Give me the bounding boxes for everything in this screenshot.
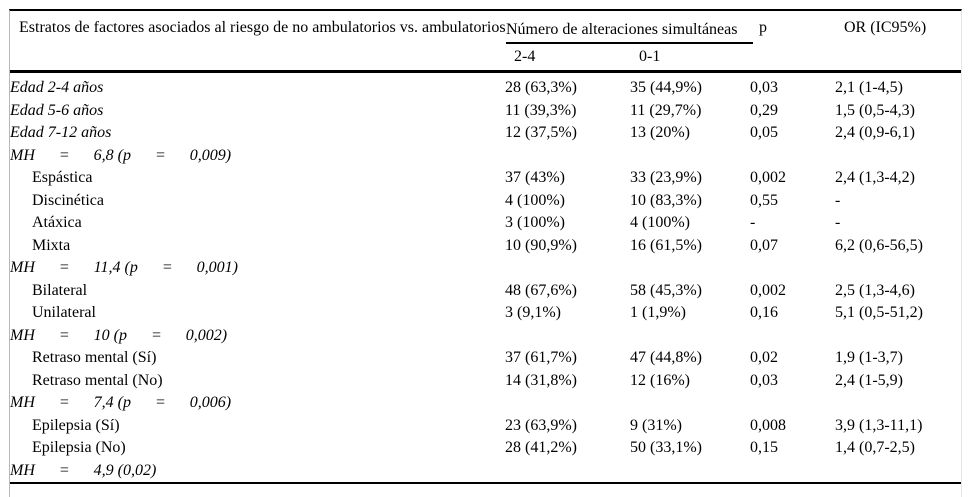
table-row-espastica: Espástica 37 (43%) 33 (23,9%) 0,002 2,4 … (10, 167, 961, 190)
sub-col-header-0-1: 0-1 (639, 48, 661, 65)
table-row-mh-lateralidad: MH = 10 (p = 0,002) (10, 325, 961, 348)
mh-statistic: MH = 10 (p = 0,002) (10, 326, 228, 344)
cell-2-4: 28 (63,3%) (505, 79, 577, 97)
cell-or: 2,4 (1-5,9) (835, 371, 903, 389)
cell-0-1: 12 (16%) (630, 371, 690, 389)
cell-p: 0,55 (750, 191, 778, 209)
table-header: Estratos de factores asociados al riesgo… (10, 11, 961, 73)
cell-2-4: 23 (63,9%) (505, 416, 577, 434)
cell-2-4: 3 (100%) (505, 214, 565, 232)
table-row-mixta: Mixta 10 (90,9%) 16 (61,5%) 0,07 6,2 (0,… (10, 235, 961, 258)
cell-p: 0,07 (750, 236, 778, 254)
cell-or: 2,4 (1,3-4,2) (835, 169, 915, 187)
cell-2-4: 3 (9,1%) (505, 304, 561, 322)
cell-p: 0,008 (750, 416, 786, 434)
cell-0-1: 11 (29,7%) (630, 101, 702, 119)
row-label: Discinética (32, 191, 104, 209)
cell-or: 2,1 (1-4,5) (835, 79, 903, 97)
row-label: Espástica (32, 169, 93, 187)
cell-0-1: 58 (45,3%) (630, 281, 702, 299)
cell-2-4: 37 (43%) (505, 169, 565, 187)
table-row-edad-2-4: Edad 2-4 años 28 (63,3%) 35 (44,9%) 0,03… (10, 77, 961, 100)
row-label: Retraso mental (No) (32, 371, 163, 389)
table-row-bilateral: Bilateral 48 (67,6%) 58 (45,3%) 0,002 2,… (10, 280, 961, 303)
cell-or: 1,9 (1-3,7) (835, 349, 903, 367)
table-row-mh-retraso: MH = 7,4 (p = 0,006) (10, 392, 961, 415)
row-label: Edad 7-12 años (10, 124, 112, 142)
col-group-header-alteraciones: Número de alteraciones simultáneas (506, 21, 753, 44)
cell-p: 0,03 (750, 79, 778, 97)
cell-0-1: 1 (1,9%) (630, 304, 686, 322)
cell-0-1: 13 (20%) (630, 124, 690, 142)
table-row-epilepsia-no: Epilepsia (No) 28 (41,2%) 50 (33,1%) 0,1… (10, 437, 961, 460)
table-row-epilepsia-si: Epilepsia (Sí) 23 (63,9%) 9 (31%) 0,008 … (10, 415, 961, 438)
table-body: Edad 2-4 años 28 (63,3%) 35 (44,9%) 0,03… (10, 73, 961, 484)
table-row-mh-tipo: MH = 11,4 (p = 0,001) (10, 257, 961, 280)
row-label: Mixta (32, 236, 71, 254)
col-header-or-ic95: OR (IC95%) (844, 18, 927, 36)
cell-p: 0,16 (750, 304, 778, 322)
cell-p: - (750, 214, 756, 232)
table-row-edad-5-6: Edad 5-6 años 11 (39,3%) 11 (29,7%) 0,29… (10, 100, 961, 123)
cell-or: - (835, 214, 841, 232)
col-header-stratos: Estratos de factores asociados al riesgo… (19, 18, 506, 36)
sub-col-header-2-4: 2-4 (514, 48, 536, 65)
table-row-mh-edad: MH = 6,8 (p = 0,009) (10, 145, 961, 168)
cell-0-1: 50 (33,1%) (630, 439, 702, 457)
cell-p: 0,002 (750, 281, 786, 299)
row-label: Unilateral (32, 304, 96, 322)
cell-p: 0,03 (750, 371, 778, 389)
row-label: Retraso mental (Sí) (32, 349, 157, 367)
row-label: Atáxica (32, 214, 82, 232)
col-header-p: p (759, 18, 767, 36)
cell-or: - (835, 191, 841, 209)
cell-0-1: 16 (61,5%) (630, 236, 702, 254)
statistics-table: Estratos de factores asociados al riesgo… (9, 9, 962, 497)
cell-p: 0,002 (750, 169, 786, 187)
cell-2-4: 14 (31,8%) (505, 371, 577, 389)
cell-or: 2,5 (1,3-4,6) (835, 281, 915, 299)
table-row-ataxica: Atáxica 3 (100%) 4 (100%) - - (10, 212, 961, 235)
table-row-mh-epilepsia: MH = 4,9 (0,02) (10, 460, 961, 483)
cell-2-4: 10 (90,9%) (505, 236, 577, 254)
table-row-retraso-si: Retraso mental (Sí) 37 (61,7%) 47 (44,8%… (10, 347, 961, 370)
table-row-retraso-no: Retraso mental (No) 14 (31,8%) 12 (16%) … (10, 370, 961, 393)
cell-or: 1,5 (0,5-4,3) (835, 101, 915, 119)
cell-p: 0,02 (750, 349, 778, 367)
cell-0-1: 10 (83,3%) (630, 191, 702, 209)
row-label: Bilateral (32, 281, 88, 299)
mh-statistic: MH = 6,8 (p = 0,009) (10, 146, 232, 164)
row-label: Epilepsia (Sí) (32, 416, 120, 434)
row-label: Edad 2-4 años (10, 79, 104, 97)
cell-2-4: 28 (41,2%) (505, 439, 577, 457)
mh-statistic: MH = 11,4 (p = 0,001) (10, 259, 238, 277)
cell-0-1: 4 (100%) (630, 214, 690, 232)
cell-or: 3,9 (1,3-11,1) (835, 416, 923, 434)
cell-2-4: 37 (61,7%) (505, 349, 577, 367)
cell-or: 1,4 (0,7-2,5) (835, 439, 915, 457)
cell-p: 0,29 (750, 101, 778, 119)
cell-0-1: 33 (23,9%) (630, 169, 702, 187)
table-row-unilateral: Unilateral 3 (9,1%) 1 (1,9%) 0,16 5,1 (0… (10, 302, 961, 325)
mh-statistic: MH = 7,4 (p = 0,006) (10, 394, 232, 412)
cell-p: 0,15 (750, 439, 778, 457)
cell-0-1: 9 (31%) (630, 416, 682, 434)
row-label: Epilepsia (No) (32, 439, 126, 457)
cell-0-1: 47 (44,8%) (630, 349, 702, 367)
cell-0-1: 35 (44,9%) (630, 79, 702, 97)
row-label: Edad 5-6 años (10, 101, 104, 119)
cell-or: 6,2 (0,6-56,5) (835, 236, 923, 254)
cell-2-4: 48 (67,6%) (505, 281, 577, 299)
cell-p: 0,05 (750, 124, 778, 142)
cell-or: 2,4 (0,9-6,1) (835, 124, 915, 142)
table-row-discinetica: Discinética 4 (100%) 10 (83,3%) 0,55 - (10, 190, 961, 213)
cell-or: 5,1 (0,5-51,2) (835, 304, 923, 322)
cell-2-4: 4 (100%) (505, 191, 565, 209)
cell-2-4: 12 (37,5%) (505, 124, 577, 142)
table-row-edad-7-12: Edad 7-12 años 12 (37,5%) 13 (20%) 0,05 … (10, 122, 961, 145)
mh-statistic: MH = 4,9 (0,02) (10, 461, 157, 479)
cell-2-4: 11 (39,3%) (505, 101, 577, 119)
